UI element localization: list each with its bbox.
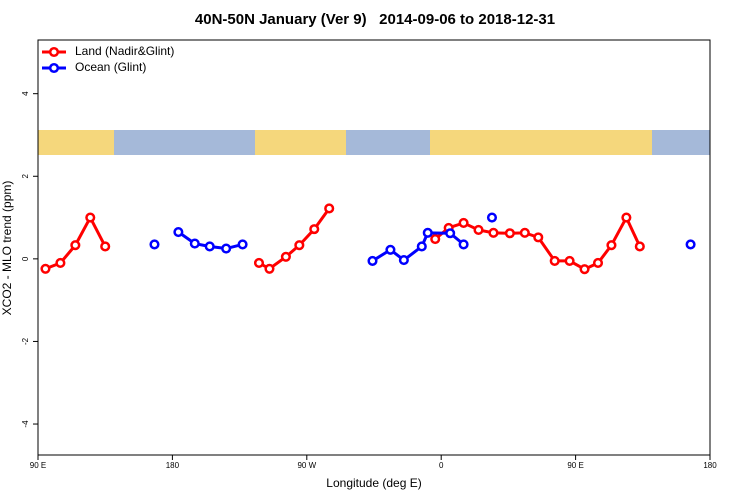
data-point xyxy=(634,241,645,252)
data-point xyxy=(504,228,515,239)
x-tick-label: 0 xyxy=(439,461,444,470)
data-point xyxy=(564,255,575,266)
legend-marker xyxy=(48,46,60,58)
data-point xyxy=(40,263,51,274)
data-point xyxy=(280,251,291,262)
data-point xyxy=(85,212,96,223)
data-point xyxy=(70,240,81,251)
x-tick-label: 180 xyxy=(166,461,180,470)
data-point xyxy=(55,257,66,269)
y-tick-label: 2 xyxy=(21,173,30,178)
data-point xyxy=(549,255,560,266)
data-point xyxy=(204,241,215,252)
data-point xyxy=(519,227,530,238)
data-point xyxy=(309,224,320,235)
data-point xyxy=(149,239,160,250)
legend-marker xyxy=(48,62,60,74)
data-point xyxy=(579,264,590,275)
data-point xyxy=(398,255,409,266)
map-strip xyxy=(38,130,710,155)
y-tick-label: -4 xyxy=(21,420,30,428)
x-tick-label: 90 E xyxy=(567,461,583,470)
data-point xyxy=(385,244,396,255)
series-line xyxy=(258,207,331,271)
y-tick-label: 0 xyxy=(21,256,30,261)
y-tick-label: -2 xyxy=(21,337,30,345)
legend-label: Land (Nadir&Glint) xyxy=(75,44,174,58)
y-axis-label: XCO2 - MLO trend (ppm) xyxy=(0,181,14,316)
data-point xyxy=(445,228,456,239)
data-point xyxy=(416,241,427,252)
x-tick-label: 180 xyxy=(703,461,717,470)
data-point xyxy=(189,238,200,249)
data-point xyxy=(422,227,433,238)
data-point xyxy=(606,240,617,251)
data-point xyxy=(685,239,696,250)
data-point xyxy=(458,239,469,250)
x-axis-label: Longitude (deg E) xyxy=(326,476,421,490)
data-point xyxy=(221,243,232,254)
data-point xyxy=(324,203,335,214)
x-tick-label: 90 E xyxy=(30,461,46,470)
data-point xyxy=(592,257,604,269)
data-point xyxy=(100,241,111,252)
data-point xyxy=(264,263,275,274)
data-point xyxy=(488,227,499,238)
data-point xyxy=(367,255,378,266)
data-point xyxy=(253,257,265,269)
data-point xyxy=(294,240,305,251)
data-point xyxy=(458,217,469,228)
data-point xyxy=(621,212,632,223)
chart-title: 40N-50N January (Ver 9) 2014-09-06 to 20… xyxy=(195,11,555,28)
plot-box xyxy=(37,39,711,456)
data-point xyxy=(173,226,184,238)
data-point xyxy=(473,224,484,236)
data-point xyxy=(486,212,498,223)
data-point xyxy=(237,239,248,250)
legend-label: Ocean (Glint) xyxy=(75,60,146,74)
y-tick-label: 4 xyxy=(21,91,30,96)
data-point xyxy=(533,232,544,243)
x-tick-label: 90 W xyxy=(297,461,316,470)
data-point xyxy=(430,233,441,245)
